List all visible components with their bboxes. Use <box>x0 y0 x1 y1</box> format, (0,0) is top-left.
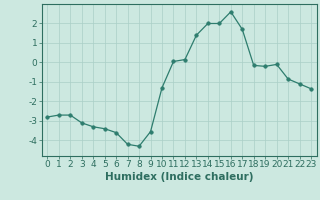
X-axis label: Humidex (Indice chaleur): Humidex (Indice chaleur) <box>105 172 253 182</box>
